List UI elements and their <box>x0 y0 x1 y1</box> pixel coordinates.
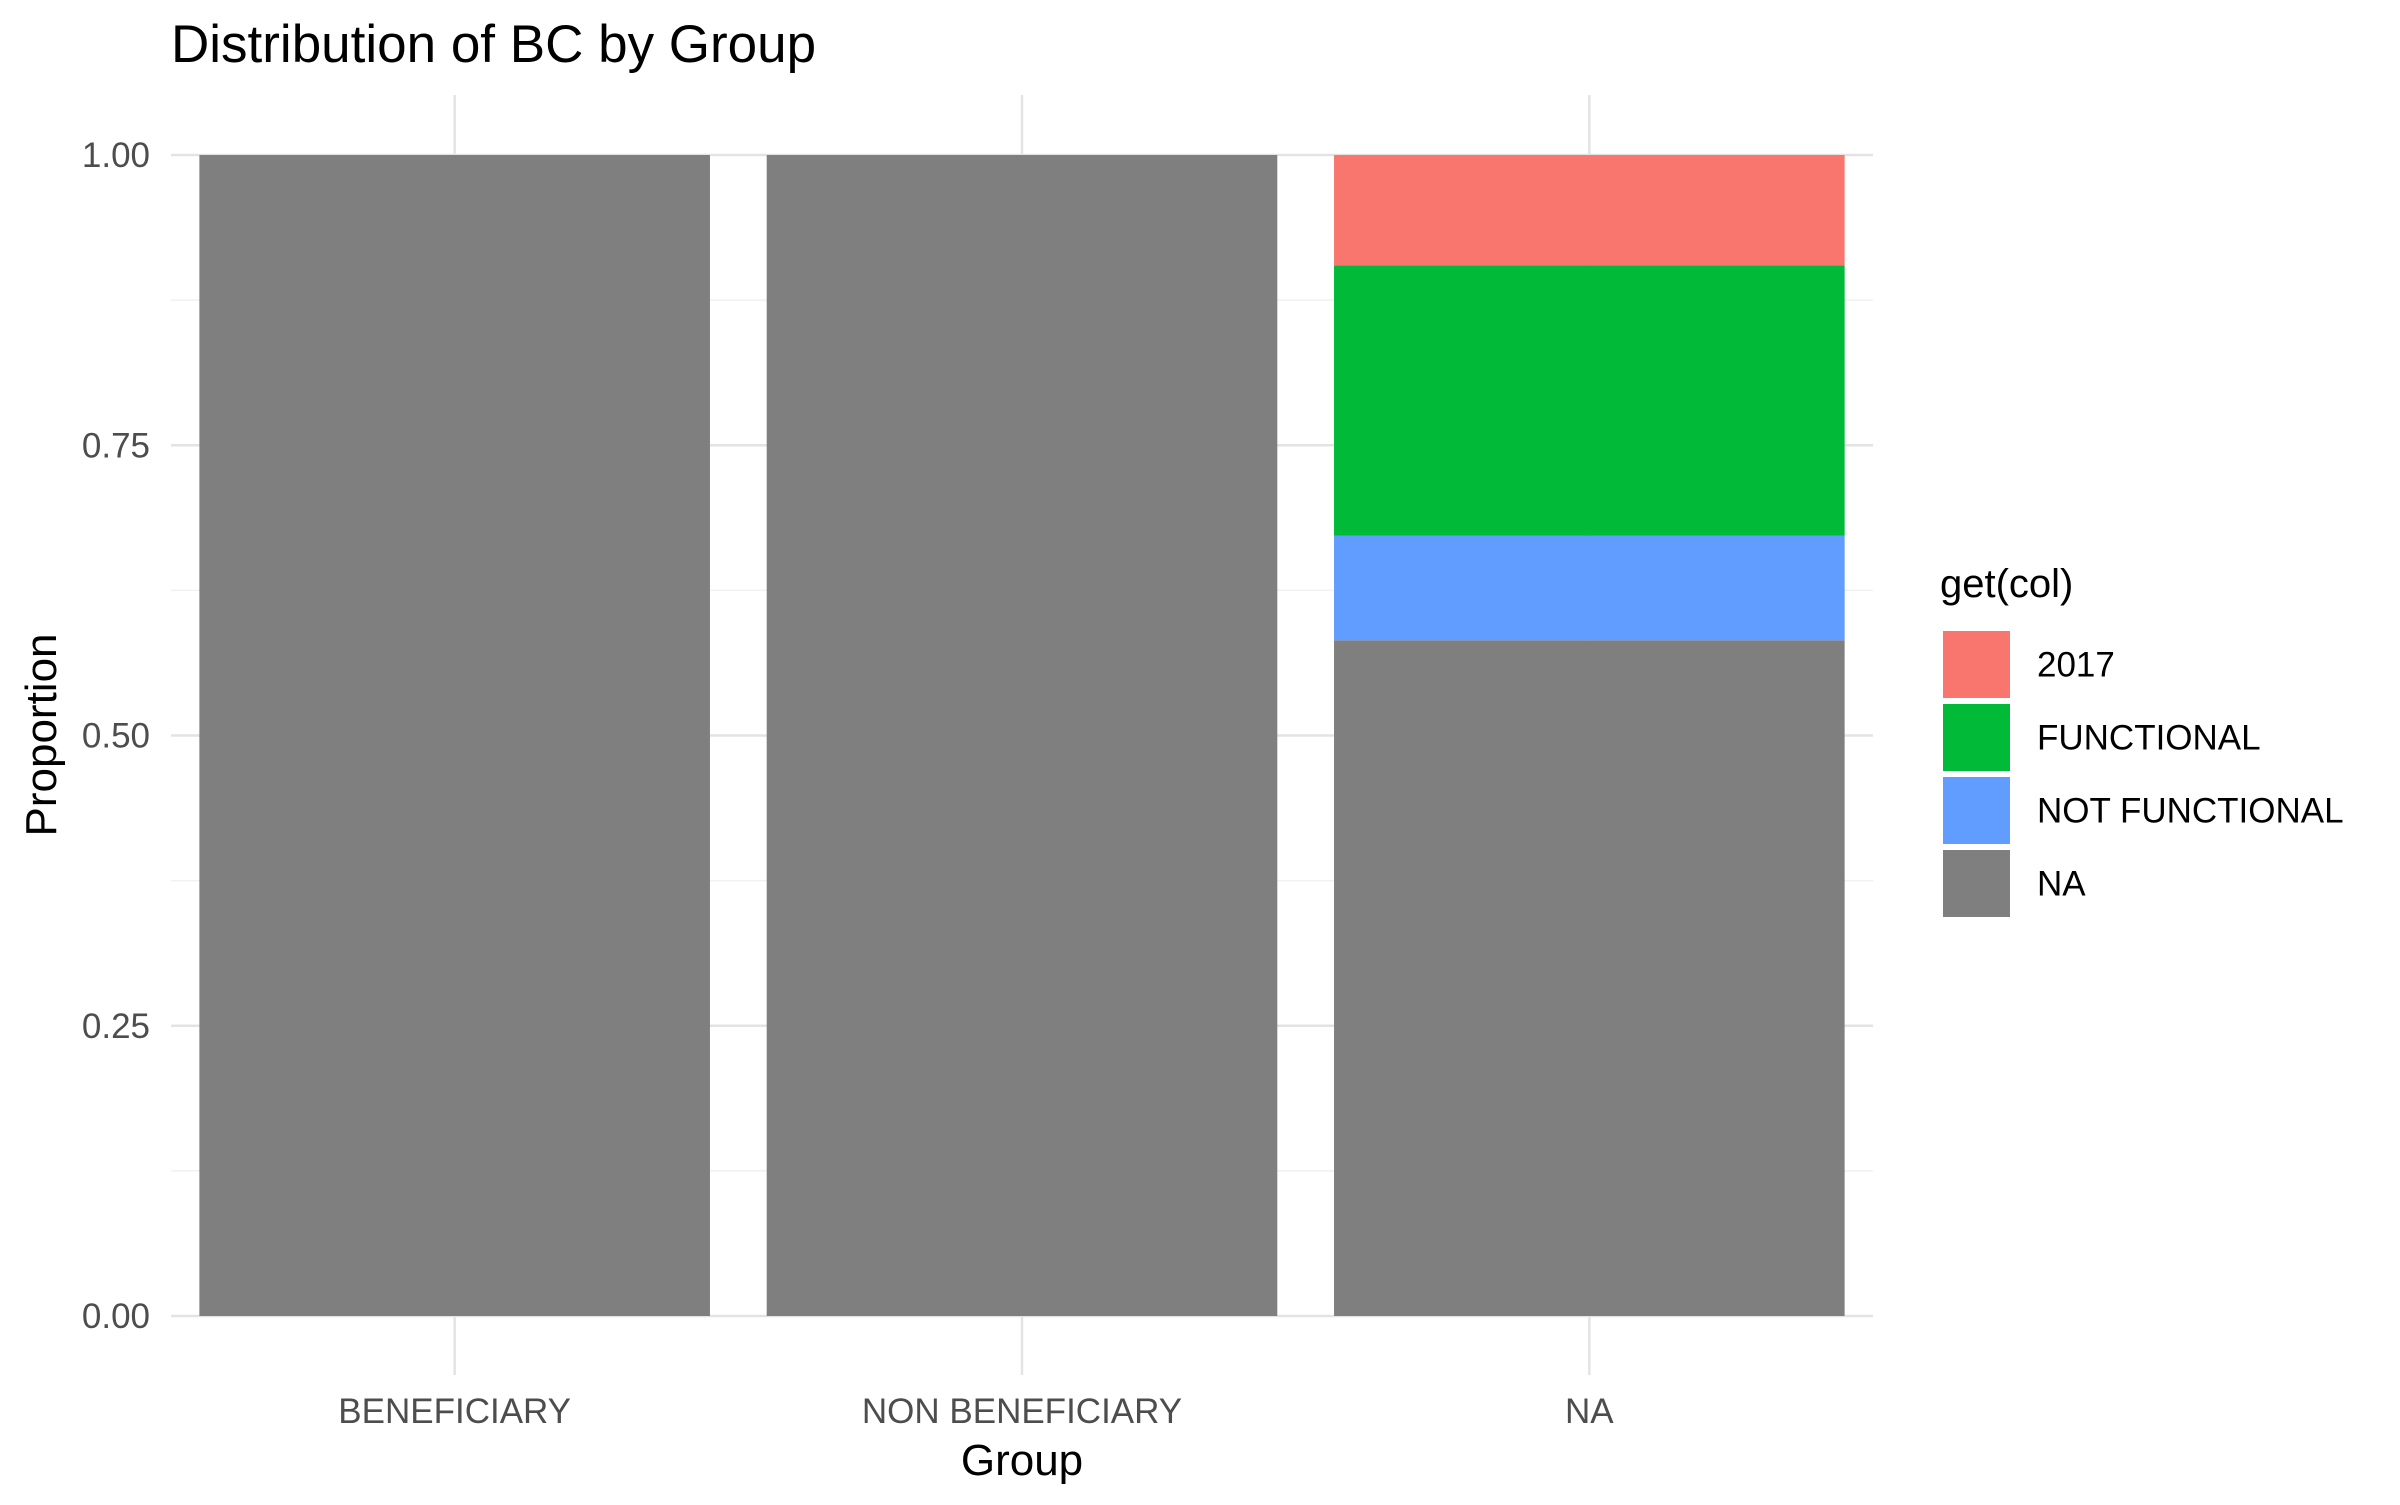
bar-na-not-functional <box>1334 535 1845 641</box>
y-tick-label: 0.00 <box>82 1297 150 1336</box>
bars-layer <box>199 155 1845 1316</box>
legend-label-functional: FUNCTIONAL <box>2037 719 2261 758</box>
chart-title: Distribution of BC by Group <box>171 15 816 74</box>
legend-label-na: NA <box>2037 865 2086 904</box>
bar-na-2017 <box>1334 155 1845 266</box>
legend-key-na <box>1943 850 2010 917</box>
x-tick-label: NON BENEFICIARY <box>862 1392 1182 1431</box>
y-tick-label: 0.50 <box>82 717 150 756</box>
legend-key-2017 <box>1943 631 2010 698</box>
legend: get(col) 2017 FUNCTIONAL NOT FUNCTIONAL NA <box>1940 562 2344 917</box>
y-axis-ticks: 0.00 0.25 0.50 0.75 1.00 <box>82 136 150 1336</box>
legend-key-functional <box>1943 704 2010 771</box>
bar-na-na <box>1334 640 1845 1316</box>
y-tick-label: 0.25 <box>82 1007 150 1046</box>
bar-na-functional <box>1334 265 1845 536</box>
x-tick-label: NA <box>1565 1392 1614 1431</box>
x-axis-ticks: BENEFICIARY NON BENEFICIARY NA <box>338 1392 1614 1431</box>
bar-non-beneficiary-na <box>766 155 1278 1316</box>
y-axis-title: Proportion <box>17 633 66 836</box>
legend-title: get(col) <box>1940 562 2073 606</box>
y-tick-label: 0.75 <box>82 426 150 465</box>
legend-key-not-functional <box>1943 777 2010 844</box>
x-axis-title: Group <box>961 1436 1083 1485</box>
bar-beneficiary-na <box>199 155 710 1316</box>
y-tick-label: 1.00 <box>82 136 150 175</box>
x-tick-label: BENEFICIARY <box>338 1392 571 1431</box>
legend-label-2017: 2017 <box>2037 646 2115 685</box>
legend-label-not-functional: NOT FUNCTIONAL <box>2037 792 2344 831</box>
legend-items: 2017 FUNCTIONAL NOT FUNCTIONAL NA <box>1943 631 2344 917</box>
